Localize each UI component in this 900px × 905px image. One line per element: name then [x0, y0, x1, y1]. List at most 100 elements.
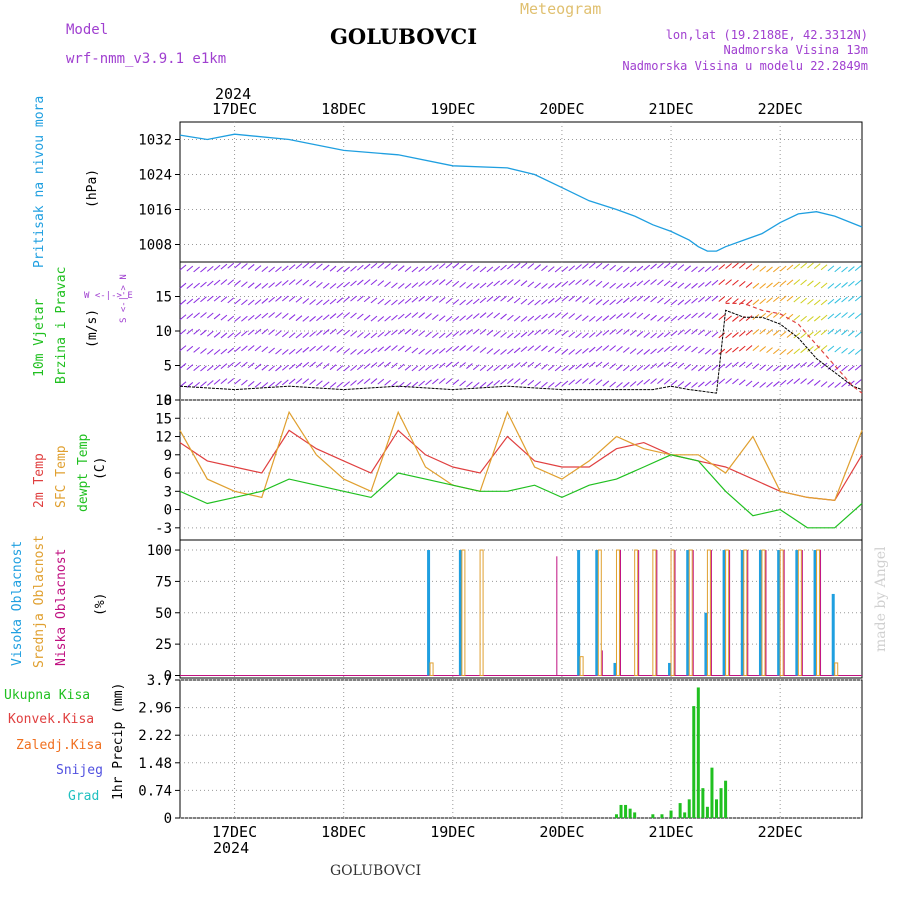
- wind-barb: [452, 299, 460, 305]
- wind-barb: [691, 346, 698, 353]
- wind-barb: [800, 315, 807, 322]
- wind-barb: [636, 379, 644, 386]
- wind-barb: [800, 332, 807, 339]
- wind-barb: [193, 381, 200, 388]
- wind-barb: [316, 263, 323, 270]
- wind-barb: [384, 330, 391, 337]
- wind-barb: [179, 314, 187, 321]
- wind-barb: [206, 280, 214, 287]
- wind-barb: [786, 378, 794, 385]
- wind-barb: [268, 312, 275, 318]
- wind-barb: [820, 299, 828, 306]
- precip-bar-total: [669, 810, 673, 818]
- wind-barb: [275, 312, 282, 319]
- wind-barb: [813, 299, 821, 306]
- wind-barb: [309, 280, 316, 287]
- wind-barb: [813, 281, 821, 288]
- bottom-day-label: 19DEC: [430, 823, 475, 841]
- wind-barb: [302, 316, 310, 322]
- cloud-bar-mid: [725, 549, 730, 676]
- wind-barb: [582, 332, 589, 339]
- wind-barb: [241, 379, 248, 386]
- wind-barb: [650, 279, 657, 285]
- wind-barb: [356, 364, 364, 371]
- wind-barb: [588, 346, 596, 353]
- wind-barb: [479, 266, 487, 273]
- wind-barb: [295, 263, 303, 269]
- wind-barb: [622, 328, 630, 335]
- wind-barb: [520, 298, 528, 305]
- wind-barb: [738, 331, 746, 337]
- wind-barb: [200, 266, 207, 273]
- wind-barb: [432, 378, 439, 385]
- top-day-label: 17DEC: [212, 100, 257, 118]
- wind-barb: [193, 282, 200, 289]
- wind-barb: [677, 381, 685, 387]
- wind-barb: [322, 381, 330, 388]
- wind-barb: [350, 365, 357, 372]
- wind-barb: [827, 313, 835, 320]
- wind-barb: [261, 282, 269, 289]
- wind-barb: [582, 297, 589, 303]
- wind-barb: [466, 314, 473, 321]
- wind-barb: [397, 313, 405, 320]
- precip-bar-total: [692, 706, 696, 818]
- wind-barb: [602, 263, 610, 270]
- wind-barb: [759, 382, 767, 388]
- wind-ylabel-unit: (m/s): [85, 309, 100, 348]
- wind-barb: [213, 313, 221, 320]
- wind-barb: [820, 381, 828, 387]
- wind-barb: [711, 364, 719, 371]
- wind-barb: [247, 345, 255, 351]
- wind-barb: [602, 345, 610, 351]
- wind-barb: [554, 312, 562, 318]
- wind-barb: [554, 329, 562, 336]
- wind-barb: [281, 331, 289, 338]
- wind-barb: [336, 328, 344, 335]
- pressure-line: [179, 133, 863, 252]
- wind-barb: [377, 378, 385, 385]
- wind-barb: [663, 298, 671, 305]
- wind-barb: [827, 298, 835, 305]
- wind-barb: [206, 365, 214, 372]
- wind-barb: [186, 328, 194, 335]
- temp-ylabel-t2m: 2m Temp: [32, 453, 47, 508]
- bottom-year-label: 2024: [213, 839, 249, 857]
- wind-barb: [841, 365, 848, 372]
- wind-barb: [657, 347, 664, 354]
- wind-barb: [779, 295, 787, 302]
- precip-legend-total: Ukupna Kisa: [4, 688, 90, 703]
- wind-barb: [261, 382, 269, 388]
- wind-barb: [561, 295, 569, 302]
- wind-barb: [432, 279, 439, 286]
- wind-barb: [773, 266, 780, 273]
- wind-barb: [268, 266, 275, 273]
- wind-barb: [547, 312, 555, 319]
- wind-barb: [657, 262, 664, 269]
- wind-barb: [684, 313, 692, 320]
- wind-barb: [745, 315, 753, 322]
- wind-barb: [418, 281, 426, 287]
- wind-barb: [807, 262, 814, 269]
- top-day-labels: 17DEC 18DEC 19DEC 20DEC 21DEC 22DEC: [212, 100, 803, 118]
- wind-barb: [725, 332, 732, 339]
- wind-barb: [370, 297, 378, 304]
- wind-barb: [336, 297, 344, 304]
- wind-barb: [343, 348, 351, 354]
- wind-barb: [179, 329, 187, 335]
- wind-barb: [261, 312, 269, 319]
- grid-lines: [175, 122, 862, 819]
- wind-barb: [848, 280, 855, 287]
- wind-barb: [322, 314, 330, 321]
- wind-barb: [643, 332, 651, 338]
- cloud-tick-label: 50: [155, 606, 172, 622]
- wind-barb: [602, 282, 610, 288]
- cloud-bar-high: [831, 593, 835, 676]
- wind-barb: [800, 279, 807, 286]
- wind-barb: [520, 262, 528, 269]
- wind-barb: [479, 282, 487, 289]
- wind-barb: [295, 296, 303, 303]
- wind-barb: [752, 381, 760, 388]
- wind-barb: [493, 280, 501, 287]
- precip-bar-total: [696, 687, 700, 818]
